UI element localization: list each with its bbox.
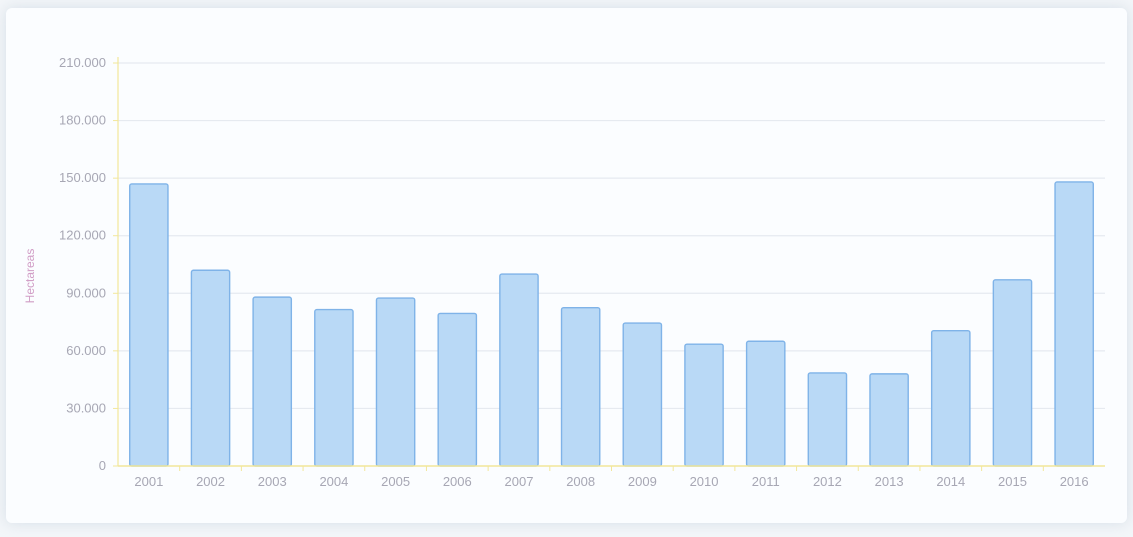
bar-2012[interactable] xyxy=(807,372,848,467)
bar-2004[interactable] xyxy=(314,308,354,467)
bar-2009[interactable] xyxy=(622,322,663,467)
y-tick-label: 150.000 xyxy=(59,170,106,185)
y-tick-labels: 0 30.000 60.000 90.000 120.000 150.000 180.000… xyxy=(59,55,106,473)
y-tick-label: 180.000 xyxy=(59,113,106,128)
bar-2005[interactable] xyxy=(375,297,416,467)
x-tick-label: 2005 xyxy=(381,474,410,489)
x-tick-label: 2012 xyxy=(813,474,842,489)
x-tick-label: 2014 xyxy=(936,474,965,489)
x-tick-label: 2003 xyxy=(258,474,287,489)
bar-2010[interactable] xyxy=(684,343,724,467)
x-tick-label: 2011 xyxy=(752,474,780,489)
x-tick-label: 2001 xyxy=(134,474,163,489)
x-tick-label: 2007 xyxy=(505,474,534,489)
y-tick-label: 0 xyxy=(99,458,106,473)
bar-2015[interactable] xyxy=(992,279,1033,467)
bar-2008[interactable] xyxy=(560,306,601,467)
y-tick-label: 210.000 xyxy=(59,55,106,70)
y-tick-label: 60.000 xyxy=(66,343,106,358)
x-tick-label: 2013 xyxy=(875,474,904,489)
axes xyxy=(113,57,1105,471)
bar-2007[interactable] xyxy=(499,273,539,467)
bar-2011[interactable] xyxy=(745,340,786,467)
bar-2003[interactable] xyxy=(252,296,293,467)
x-tick-label: 2016 xyxy=(1060,474,1089,489)
x-tick-label: 2004 xyxy=(319,474,348,489)
y-tick-label: 30.000 xyxy=(66,400,106,415)
x-tick-label: 2015 xyxy=(998,474,1027,489)
bar-2014[interactable] xyxy=(930,330,971,467)
x-tick-label: 2002 xyxy=(196,474,225,489)
bar-2001[interactable] xyxy=(129,183,169,467)
x-tick-label: 2009 xyxy=(628,474,657,489)
y-tick-label: 90.000 xyxy=(66,285,106,300)
bar-2013[interactable] xyxy=(869,373,909,467)
bar-2002[interactable] xyxy=(190,269,231,467)
x-tick-label: 2008 xyxy=(566,474,595,489)
y-tick-label: 120.000 xyxy=(59,228,106,243)
bar-2016[interactable] xyxy=(1054,181,1094,467)
x-tick-label: 2010 xyxy=(690,474,719,489)
bar-2006[interactable] xyxy=(437,312,478,467)
y-axis-label: Hectareas xyxy=(23,249,37,304)
x-tick-labels: 2001 2002 2003 2004 2005 2006 2007 2008 2009 2010… xyxy=(134,474,1088,489)
bars xyxy=(129,181,1094,467)
x-tick-label: 2006 xyxy=(443,474,472,489)
